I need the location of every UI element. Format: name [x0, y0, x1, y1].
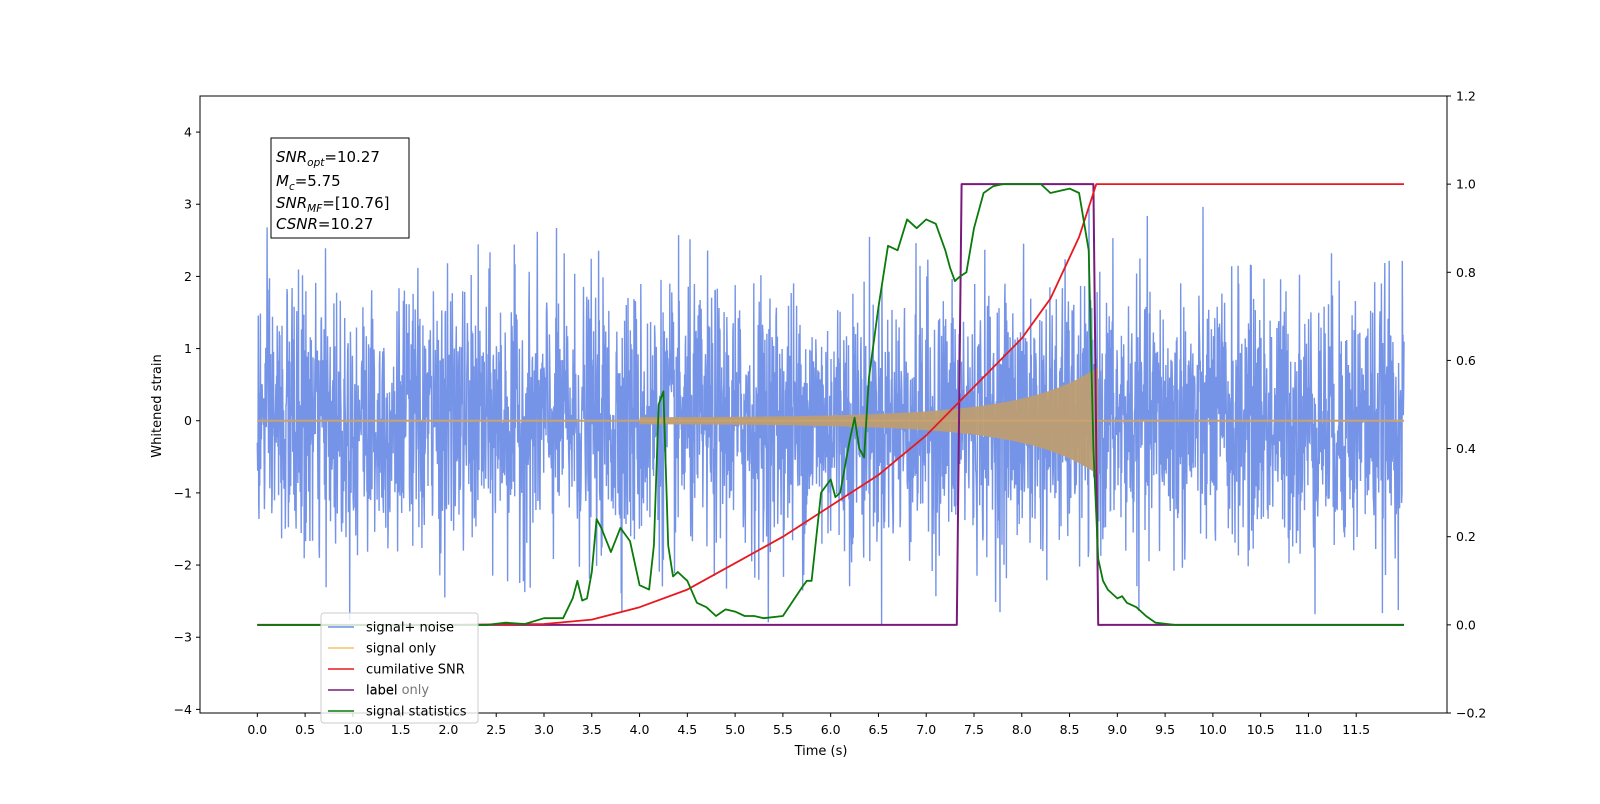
y-right-tick-label: −0.2 — [1456, 706, 1486, 721]
y-axis-label: Whitened strain — [150, 354, 165, 457]
x-tick-label: 6.5 — [868, 722, 888, 737]
plot-frame — [199, 95, 1448, 714]
x-tick-label: 0.0 — [247, 722, 267, 737]
x-tick-label: 3.0 — [534, 722, 554, 737]
y-axis-left: −4 −3 −2 −1 0 1 2 3 4 — [174, 125, 200, 717]
y-right-tick-label: 1.2 — [1456, 89, 1476, 104]
y-right-tick-label: 0.4 — [1456, 441, 1476, 456]
x-tick-label: 10.0 — [1199, 722, 1227, 737]
x-tick-label: 11.5 — [1342, 722, 1370, 737]
y-right-tick-label: 0.8 — [1456, 265, 1476, 280]
x-tick-label: 9.5 — [1155, 722, 1175, 737]
x-tick-label: 1.0 — [343, 722, 363, 737]
x-tick-label: 4.5 — [677, 722, 697, 737]
legend-label: label — [366, 684, 397, 699]
x-tick-label: 7.0 — [916, 722, 936, 737]
x-tick-label: 7.5 — [964, 722, 984, 737]
series-signal-statistics — [257, 183, 1404, 626]
y-left-tick-label: 1 — [184, 341, 192, 356]
y-left-tick-label: 3 — [184, 197, 192, 212]
series-signal-noise — [256, 206, 1405, 625]
y-right-tick-label: 0.0 — [1456, 617, 1476, 632]
x-tick-label: 8.5 — [1060, 722, 1080, 737]
legend-label: signal+ noise — [366, 621, 454, 636]
x-tick-label: 1.5 — [391, 722, 411, 737]
y-right-tick-label: 0.6 — [1456, 353, 1476, 368]
x-tick-label: 4.0 — [630, 722, 650, 737]
legend-label: signal only — [366, 642, 436, 657]
info-snr-mf: SNRMF=[10.76] — [276, 194, 390, 215]
series-layer — [256, 183, 1405, 626]
y-right-tick-label: 0.2 — [1456, 529, 1476, 544]
x-tick-label: 10.5 — [1247, 722, 1275, 737]
legend-frame — [320, 612, 479, 724]
info-mc: Mc=5.75 — [276, 172, 341, 193]
info-box-frame — [270, 137, 410, 239]
x-tick-label: 6.0 — [821, 722, 841, 737]
info-box: SNRopt=10.27 Mc=5.75 SNRMF=[10.76] CSNR=… — [270, 137, 410, 239]
y-left-tick-label: −3 — [174, 630, 192, 645]
info-csnr: CSNR=10.27 — [276, 215, 373, 233]
x-tick-label: 2.0 — [438, 722, 458, 737]
y-right-tick-label: 1.0 — [1456, 177, 1476, 192]
y-left-tick-label: −1 — [174, 485, 192, 500]
y-left-tick-label: 4 — [184, 125, 192, 140]
y-axis-right: −0.2 0.0 0.2 0.4 0.6 0.8 1.0 1.2 — [1447, 89, 1486, 721]
x-tick-label: 3.5 — [582, 722, 602, 737]
legend-label: cumilative SNR — [366, 663, 465, 678]
x-tick-label: 8.0 — [1012, 722, 1032, 737]
legend-entries: signal+ noise signal only cumilative SNR la… — [328, 621, 467, 720]
series-cumulative-snr — [257, 183, 1404, 626]
y-left-tick-label: 2 — [184, 269, 192, 284]
x-axis-label: Time (s) — [794, 744, 848, 759]
legend: signal+ noise signal only cumilative SNR la… — [320, 612, 479, 724]
x-tick-label: 11.0 — [1295, 722, 1323, 737]
legend-label: signal statistics — [366, 705, 467, 720]
legend-label-hidden: label only — [366, 683, 429, 698]
x-tick-label: 9.0 — [1107, 722, 1127, 737]
x-axis: 0.0 0.5 1.0 1.5 2.0 2.5 3.0 3.5 4.0 4.5 5.0 5.5 6.0 6… — [247, 713, 1370, 737]
y-left-tick-label: 0 — [184, 413, 192, 428]
info-snr-opt: SNRopt=10.27 — [276, 148, 380, 169]
x-tick-label: 2.5 — [486, 722, 506, 737]
x-tick-label: 5.0 — [725, 722, 745, 737]
x-tick-label: 0.5 — [295, 722, 315, 737]
x-tick-label: 5.5 — [773, 722, 793, 737]
y-left-tick-label: −2 — [174, 558, 192, 573]
y-left-tick-label: −4 — [174, 702, 192, 717]
